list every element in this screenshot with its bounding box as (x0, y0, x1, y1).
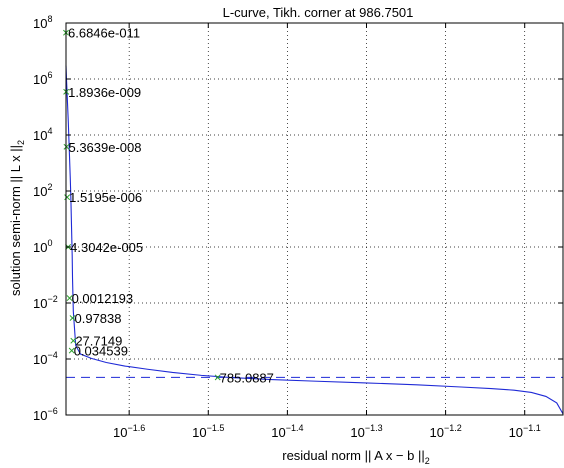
curve-layer (65, 65, 564, 415)
x-tick-label-exponent: −1.1 (523, 423, 541, 433)
y-tick-label-base: 10 (33, 128, 47, 143)
x-tick-label-exponent: −1.5 (207, 423, 225, 433)
tick-layer: 10−1.6 10−1.5 10−1.4 10−1.3 10−1.2 10−1.110−6… (33, 14, 563, 440)
curve-marker-8 (70, 337, 77, 344)
marker-x-stroke (214, 374, 221, 381)
x-tick-label-base: 10 (429, 425, 443, 440)
marker-annotation-7: 0.97838 (75, 311, 122, 326)
l-curve-line (65, 65, 564, 415)
y-tick-label-base: 10 (33, 352, 47, 367)
marker-annotation-1: 1.8936e-009 (68, 85, 141, 100)
y-tick-label-exponent: 0 (47, 238, 52, 248)
curve-marker-6 (68, 347, 75, 354)
x-axis-title: residual norm || A x − b ||2 (282, 448, 430, 466)
marker-x-stroke (66, 295, 73, 302)
y-tick-label-0: 10−6 (33, 406, 58, 423)
curve-marker-9 (214, 374, 221, 381)
y-tick-label-base: 10 (33, 72, 47, 87)
marker-layer: 6.6846e-011 1.8936e-009 5.3639e-008 1.5195e… (63, 26, 274, 385)
y-tick-label-base: 10 (33, 16, 47, 31)
x-tick-label-base: 10 (113, 425, 127, 440)
plot-frame (65, 22, 564, 416)
y-tick-label-base: 10 (33, 184, 47, 199)
x-tick-label-1: 10−1.5 (192, 423, 224, 440)
marker-annotation-4: 4.3042e-005 (70, 240, 143, 255)
x-tick-label-exponent: −1.4 (286, 423, 304, 433)
marker-x-stroke (70, 337, 77, 344)
marker-annotation-2: 5.3639e-008 (68, 140, 141, 155)
y-tick-label-exponent: 4 (47, 126, 52, 136)
y-tick-label-7: 108 (33, 14, 52, 31)
marker-annotation-3: 1.5195e-006 (69, 190, 142, 205)
y-tick-label-exponent: −6 (47, 406, 57, 416)
y-tick-label-exponent: 6 (47, 70, 52, 80)
y-tick-label-4: 102 (33, 182, 52, 199)
x-tick-label-exponent: −1.6 (128, 423, 146, 433)
y-axis-title-main: solution semi-norm || L x || (8, 145, 23, 296)
y-tick-label-base: 10 (33, 408, 47, 423)
marker-annotation-9: 785.0887 (220, 370, 274, 385)
x-tick-label-base: 10 (350, 425, 364, 440)
y-tick-label-1: 10−4 (33, 350, 58, 367)
x-axis-title-subscript: 2 (425, 456, 430, 466)
marker-annotation-0: 6.6846e-011 (68, 26, 140, 41)
curve-marker-7 (69, 315, 76, 322)
y-tick-label-3: 100 (33, 238, 52, 255)
x-tick-label-exponent: −1.2 (444, 423, 462, 433)
x-tick-label-3: 10−1.3 (350, 423, 382, 440)
marker-annotation-6: 0.034539 (74, 344, 128, 359)
x-tick-label-base: 10 (271, 425, 285, 440)
y-tick-label-exponent: 2 (47, 182, 52, 192)
grid (66, 23, 563, 415)
x-tick-label-base: 10 (192, 425, 206, 440)
y-tick-label-exponent: −4 (47, 350, 57, 360)
chart-title: L-curve, Tikh. corner at 986.7501 (223, 5, 414, 20)
x-tick-label-4: 10−1.2 (429, 423, 461, 440)
y-axis-title-subscript: 2 (16, 140, 26, 145)
y-tick-label-exponent: −2 (47, 294, 57, 304)
marker-x-stroke (68, 347, 75, 354)
y-tick-label-2: 10−2 (33, 294, 58, 311)
x-tick-label-base: 10 (509, 425, 523, 440)
y-tick-label-5: 104 (33, 126, 52, 143)
x-axis-title-main: residual norm || A x − b || (282, 448, 425, 463)
marker-annotation-5: 0.0012193 (72, 291, 133, 306)
x-tick-label-2: 10−1.4 (271, 423, 303, 440)
y-tick-label-6: 106 (33, 70, 52, 87)
marker-x-stroke (64, 194, 71, 201)
curve-marker-3 (64, 194, 71, 201)
x-tick-label-0: 10−1.6 (113, 423, 145, 440)
y-tick-label-base: 10 (33, 240, 47, 255)
x-tick-label-5: 10−1.1 (509, 423, 541, 440)
marker-x-stroke (69, 315, 76, 322)
marker-annotation-8: 27.7149 (75, 334, 122, 349)
y-axis-title: solution semi-norm || L x ||2 (8, 140, 26, 296)
curve-marker-5 (66, 295, 73, 302)
x-tick-label-exponent: −1.3 (365, 423, 383, 433)
y-tick-label-base: 10 (33, 296, 47, 311)
y-tick-label-exponent: 8 (47, 14, 52, 24)
